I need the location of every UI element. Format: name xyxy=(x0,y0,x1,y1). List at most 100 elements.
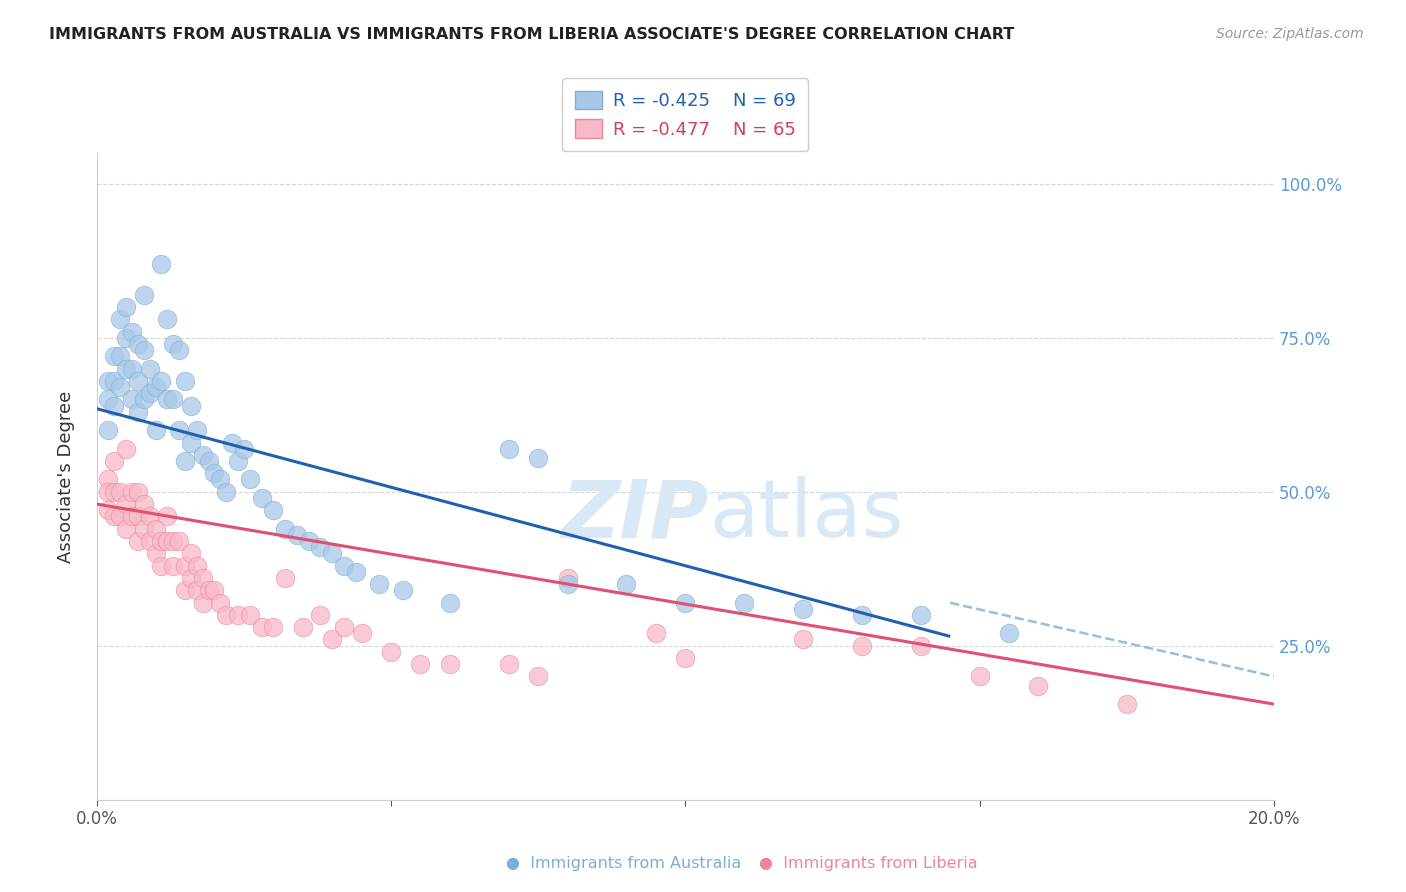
Point xyxy=(274,522,297,536)
Point xyxy=(174,558,197,573)
Text: Source: ZipAtlas.com: Source: ZipAtlas.com xyxy=(1216,27,1364,41)
Point xyxy=(439,596,461,610)
Text: ●  Immigrants from Australia: ● Immigrants from Australia xyxy=(506,856,741,871)
Point xyxy=(127,534,149,549)
Point xyxy=(792,632,814,647)
Point xyxy=(127,509,149,524)
Point xyxy=(333,558,356,573)
Point xyxy=(103,399,125,413)
Point xyxy=(350,626,373,640)
Point xyxy=(186,423,208,437)
Point xyxy=(97,423,120,437)
Point xyxy=(333,620,356,634)
Point xyxy=(673,596,696,610)
Point xyxy=(186,558,208,573)
Point xyxy=(297,534,319,549)
Point xyxy=(110,380,132,394)
Point xyxy=(115,331,138,345)
Text: IMMIGRANTS FROM AUSTRALIA VS IMMIGRANTS FROM LIBERIA ASSOCIATE'S DEGREE CORRELAT: IMMIGRANTS FROM AUSTRALIA VS IMMIGRANTS … xyxy=(49,27,1015,42)
Text: atlas: atlas xyxy=(709,476,903,554)
Point xyxy=(191,448,214,462)
Point xyxy=(167,423,190,437)
Point xyxy=(321,632,343,647)
Point xyxy=(180,546,202,560)
Point xyxy=(262,503,284,517)
Point xyxy=(115,497,138,511)
Point xyxy=(644,626,666,640)
Point xyxy=(498,442,520,456)
Point xyxy=(191,596,214,610)
Point xyxy=(309,607,332,622)
Point xyxy=(197,454,219,468)
Point xyxy=(733,596,755,610)
Point xyxy=(97,374,120,388)
Point xyxy=(174,374,197,388)
Point xyxy=(115,522,138,536)
Point xyxy=(138,509,160,524)
Point xyxy=(150,257,173,271)
Point xyxy=(162,337,184,351)
Point xyxy=(527,450,550,465)
Point xyxy=(97,392,120,407)
Point xyxy=(162,558,184,573)
Point xyxy=(167,534,190,549)
Point xyxy=(969,669,991,683)
Point xyxy=(1115,697,1137,711)
Point xyxy=(285,528,308,542)
Point xyxy=(221,435,243,450)
Point xyxy=(250,620,273,634)
Point xyxy=(239,607,262,622)
Point xyxy=(673,651,696,665)
Point xyxy=(409,657,432,672)
Point xyxy=(998,626,1021,640)
Point xyxy=(110,484,132,499)
Point xyxy=(156,312,179,326)
Point xyxy=(204,467,226,481)
Point xyxy=(103,454,125,468)
Point xyxy=(910,607,932,622)
Point xyxy=(174,454,197,468)
Point xyxy=(145,546,167,560)
Point xyxy=(180,435,202,450)
Point xyxy=(145,380,167,394)
Point xyxy=(180,399,202,413)
Legend: R = -0.425    N = 69, R = -0.477    N = 65: R = -0.425 N = 69, R = -0.477 N = 65 xyxy=(562,78,808,152)
Point xyxy=(97,473,120,487)
Point xyxy=(132,392,155,407)
Point xyxy=(156,509,179,524)
Point xyxy=(132,288,155,302)
Point xyxy=(344,565,367,579)
Point xyxy=(321,546,343,560)
Point xyxy=(204,583,226,598)
Point xyxy=(291,620,314,634)
Point xyxy=(527,669,550,683)
Point xyxy=(309,540,332,554)
Point xyxy=(138,361,160,376)
Point xyxy=(138,386,160,401)
Point xyxy=(132,497,155,511)
Point xyxy=(197,583,219,598)
Point xyxy=(127,337,149,351)
Point xyxy=(1028,679,1050,693)
Point xyxy=(167,343,190,358)
Point xyxy=(110,350,132,364)
Point xyxy=(121,484,143,499)
Point xyxy=(215,607,238,622)
Point xyxy=(910,639,932,653)
Point xyxy=(557,577,579,591)
Point xyxy=(127,374,149,388)
Point xyxy=(103,509,125,524)
Point xyxy=(226,607,249,622)
Point xyxy=(156,534,179,549)
Point xyxy=(209,596,232,610)
Point xyxy=(150,558,173,573)
Point xyxy=(156,392,179,407)
Point xyxy=(110,509,132,524)
Point xyxy=(616,577,638,591)
Y-axis label: Associate's Degree: Associate's Degree xyxy=(58,391,75,563)
Point xyxy=(174,583,197,598)
Point xyxy=(380,645,402,659)
Point xyxy=(792,601,814,615)
Point xyxy=(262,620,284,634)
Point xyxy=(121,509,143,524)
